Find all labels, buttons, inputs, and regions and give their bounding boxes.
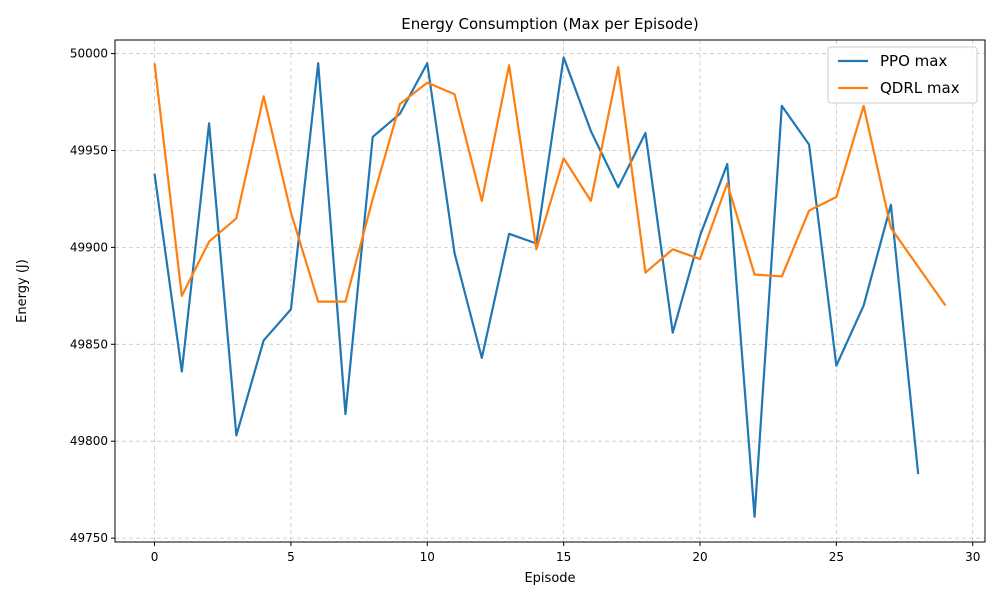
chart-title: Energy Consumption (Max per Episode) <box>401 15 698 33</box>
y-tick-label: 49800 <box>70 434 108 448</box>
x-tick-label: 15 <box>556 550 571 564</box>
legend: PPO max QDRL max <box>827 46 978 104</box>
x-axis-ticks: 0 5 10 15 20 25 30 <box>151 542 980 564</box>
y-axis-ticks: 49750 49800 49850 49900 49950 50000 <box>70 47 115 545</box>
x-tick-label: 30 <box>965 550 980 564</box>
x-tick-label: 0 <box>151 550 159 564</box>
plot-frame <box>114 39 986 543</box>
y-tick-label: 49900 <box>70 240 108 254</box>
legend-label: PPO max <box>880 52 947 70</box>
y-tick-label: 49750 <box>70 531 108 545</box>
y-axis-label: Energy (J) <box>15 259 30 323</box>
series-layer <box>153 56 947 518</box>
x-tick-label: 5 <box>287 550 295 564</box>
x-axis-label: Episode <box>524 571 575 586</box>
y-tick-label: 49850 <box>70 337 108 351</box>
y-tick-label: 50000 <box>70 47 108 61</box>
legend-label: QDRL max <box>880 79 960 97</box>
series-line-qdrl <box>153 63 947 307</box>
y-tick-label: 49950 <box>70 143 108 157</box>
x-tick-label: 10 <box>420 550 435 564</box>
x-tick-label: 20 <box>692 550 707 564</box>
x-tick-label: 25 <box>829 550 844 564</box>
